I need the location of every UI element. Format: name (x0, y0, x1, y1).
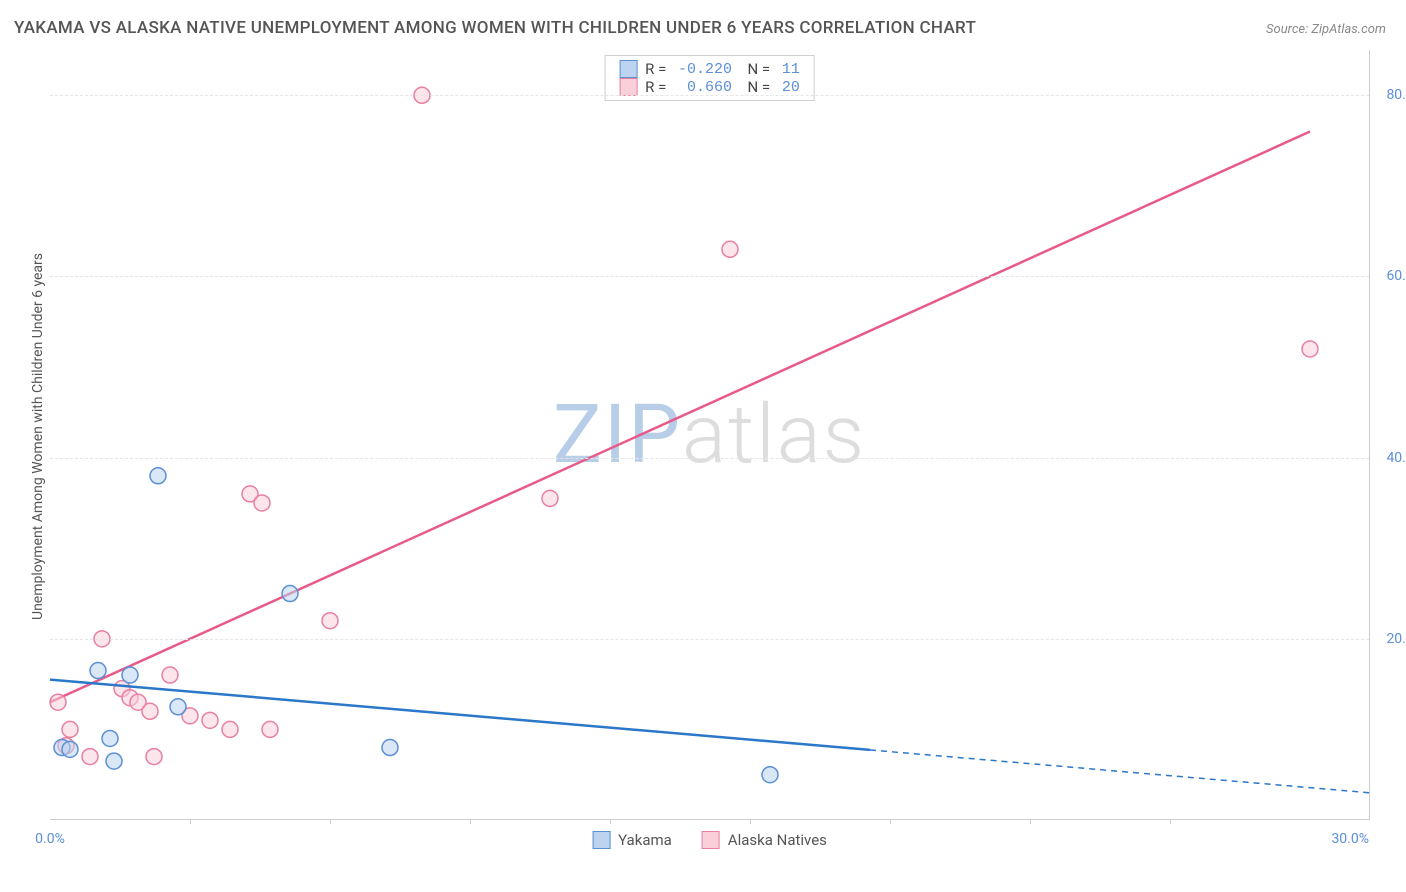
alaska-point (254, 495, 270, 511)
chart-title: YAKAMA VS ALASKA NATIVE UNEMPLOYMENT AMO… (14, 18, 976, 38)
gridline-h (50, 639, 1369, 640)
x-tick-mark (610, 819, 611, 824)
yakama-point (102, 730, 118, 746)
yakama-point (90, 663, 106, 679)
stats-row-alaska: R = 0.660 N = 20 (619, 78, 800, 96)
stats-n-value: 11 (782, 61, 800, 78)
stats-r-value: 0.660 (678, 79, 732, 96)
alaska-trendline (50, 132, 1310, 703)
alaska-point (62, 721, 78, 737)
stats-swatch-icon (619, 60, 637, 78)
alaska-point (222, 721, 238, 737)
yakama-point (150, 468, 166, 484)
yakama-point (122, 667, 138, 683)
y-tick-label: 20.0% (1386, 631, 1406, 647)
x-tick-max: 30.0% (1331, 831, 1369, 847)
stats-n-value: 20 (782, 79, 800, 96)
y-tick-label: 40.0% (1386, 450, 1406, 466)
yakama-point (106, 753, 122, 769)
yakama-trendline-extrapolated (870, 750, 1370, 793)
x-tick-mark (1170, 819, 1171, 824)
legend-item-yakama: Yakama (592, 831, 672, 849)
y-tick-label: 80.0% (1386, 87, 1406, 103)
alaska-point (722, 241, 738, 257)
gridline-h (50, 95, 1369, 96)
x-tick-mark (190, 819, 191, 824)
x-tick-min: 0.0% (35, 831, 65, 847)
alaska-point (1302, 341, 1318, 357)
alaska-point (162, 667, 178, 683)
source-attribution: Source: ZipAtlas.com (1266, 22, 1386, 37)
stats-r-label: R = (645, 78, 670, 96)
stats-n-label: N = (740, 78, 774, 96)
yakama-point (282, 586, 298, 602)
yakama-trendline (50, 680, 870, 750)
yakama-point (62, 741, 78, 757)
alaska-point (146, 749, 162, 765)
stats-n-label: N = (740, 60, 774, 78)
x-tick-mark (470, 819, 471, 824)
alaska-point (542, 490, 558, 506)
alaska-point (50, 694, 66, 710)
gridline-h (50, 458, 1369, 459)
alaska-point (262, 721, 278, 737)
correlation-stats-box: R = -0.220 N = 11R = 0.660 N = 20 (604, 55, 815, 101)
scatter-plot-svg (50, 50, 1369, 819)
chart-plot-area: ZIPatlas R = -0.220 N = 11R = 0.660 N = … (50, 50, 1370, 820)
stats-row-yakama: R = -0.220 N = 11 (619, 60, 800, 78)
legend-label: Alaska Natives (728, 831, 827, 849)
yakama-point (762, 767, 778, 783)
yakama-point (170, 699, 186, 715)
alaska-point (82, 749, 98, 765)
legend: Yakama Alaska Natives (592, 831, 827, 849)
stats-r-label: R = (645, 60, 670, 78)
x-tick-mark (750, 819, 751, 824)
x-tick-mark (330, 819, 331, 824)
stats-r-value: -0.220 (678, 61, 732, 78)
alaska-point (202, 712, 218, 728)
x-tick-mark (1030, 819, 1031, 824)
legend-item-alaska: Alaska Natives (702, 831, 827, 849)
yakama-point (382, 740, 398, 756)
stats-swatch-icon (619, 78, 637, 96)
legend-label: Yakama (618, 831, 672, 849)
alaska-point (142, 703, 158, 719)
legend-swatch-icon (702, 831, 720, 849)
y-axis-label: Unemployment Among Women with Children U… (30, 253, 46, 620)
x-tick-mark (890, 819, 891, 824)
y-tick-label: 60.0% (1386, 268, 1406, 284)
legend-swatch-icon (592, 831, 610, 849)
gridline-h (50, 276, 1369, 277)
alaska-point (322, 613, 338, 629)
